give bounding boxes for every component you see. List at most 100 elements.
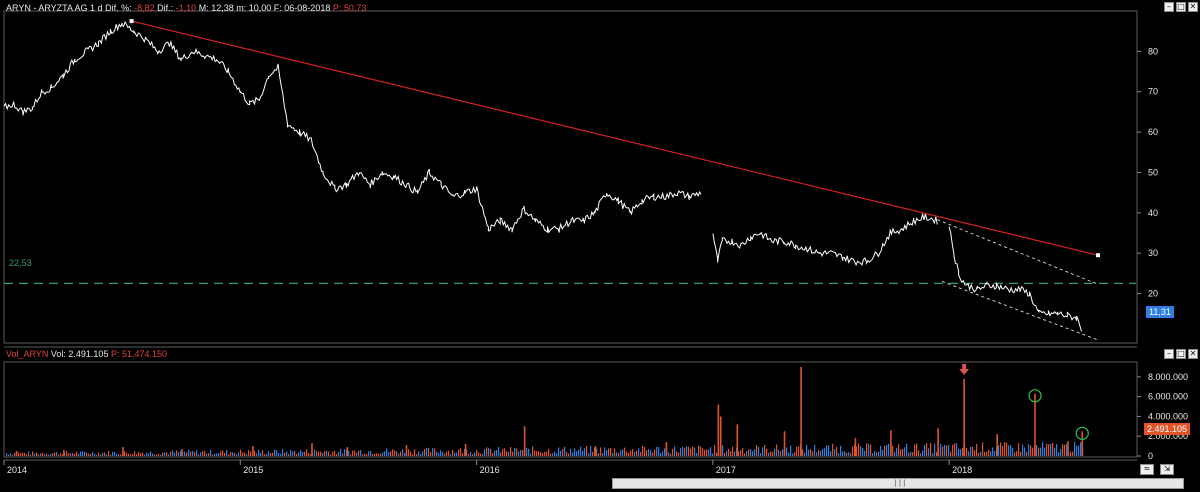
volume-minimize-button[interactable]: –	[1164, 349, 1174, 359]
volume-bar	[56, 452, 58, 456]
price-minimize-button[interactable]: –	[1164, 2, 1174, 12]
volume-bar	[680, 448, 682, 456]
volume-bar	[230, 452, 232, 456]
volume-bar	[576, 451, 578, 456]
channel-upper-line	[937, 219, 1099, 285]
volume-bar	[366, 454, 368, 456]
volume-bar	[356, 452, 358, 456]
volume-bar	[1018, 443, 1020, 456]
volume-bar	[988, 449, 990, 456]
volume-bar	[1078, 445, 1080, 456]
time-scrollbar[interactable]: |||	[612, 478, 1184, 489]
volume-spike-bar	[464, 444, 467, 456]
volume-bar	[940, 443, 942, 456]
volume-bar	[868, 443, 870, 456]
volume-bar	[644, 446, 646, 456]
volume-bar	[1004, 442, 1006, 456]
volume-bar	[926, 443, 928, 456]
support-label: 22,53	[9, 258, 32, 268]
volume-bar	[440, 450, 442, 456]
volume-bar	[58, 454, 60, 456]
volume-bar	[280, 453, 282, 456]
volume-bar	[96, 454, 98, 456]
volume-bar	[450, 454, 452, 456]
volume-bar	[380, 453, 382, 456]
volume-bar	[552, 453, 554, 456]
volume-bar	[350, 454, 352, 456]
volume-bar	[478, 452, 480, 456]
volume-bar	[458, 449, 460, 456]
volume-bar	[128, 453, 130, 456]
volume-bar	[394, 450, 396, 456]
volume-bar	[794, 452, 796, 456]
volume-bar	[588, 453, 590, 456]
volume-bar	[114, 451, 116, 456]
volume-bar	[18, 452, 20, 456]
volume-bar	[250, 451, 252, 456]
volume-bar	[202, 451, 204, 456]
volume-bar	[274, 449, 276, 456]
volume-bar	[786, 447, 788, 456]
volume-bar	[538, 451, 540, 456]
price-maximize-button[interactable]: □	[1176, 2, 1186, 12]
volume-bar	[804, 452, 806, 456]
price-close-button[interactable]: ✕	[1188, 2, 1198, 12]
scrollbar-thumb[interactable]: |||	[893, 479, 907, 487]
volume-bar	[278, 453, 280, 456]
volume-bar	[1054, 447, 1056, 456]
volume-bar	[860, 446, 862, 456]
volume-maximize-button[interactable]: □	[1176, 349, 1186, 359]
volume-bar	[142, 452, 144, 456]
volume-bar	[434, 448, 436, 456]
volume-bar	[188, 449, 190, 456]
volume-bar	[40, 453, 42, 456]
volume-bar	[624, 447, 626, 456]
volume-bar	[296, 454, 298, 456]
volume-bar	[1050, 443, 1052, 456]
volume-bar	[302, 451, 304, 456]
volume-bar	[1074, 441, 1076, 456]
volume-bar	[144, 454, 146, 456]
volume-bar	[990, 451, 992, 456]
volume-bar	[862, 448, 864, 456]
volume-bar	[432, 448, 434, 456]
volume-bar	[214, 453, 216, 456]
volume-bar	[532, 446, 534, 456]
volume-bar	[132, 453, 134, 456]
volume-bar	[876, 452, 878, 456]
volume-close-button[interactable]: ✕	[1188, 349, 1198, 359]
volume-bar	[120, 454, 122, 456]
price-y-tick-label: 30	[1148, 248, 1158, 258]
volume-bar	[916, 443, 918, 456]
volume-bar	[220, 451, 222, 456]
volume-bar	[628, 452, 630, 456]
volume-bar	[484, 449, 486, 456]
volume-bar	[998, 445, 1000, 456]
volume-bar	[322, 453, 324, 456]
volume-bar	[212, 454, 214, 456]
volume-bar	[488, 447, 490, 456]
x-tick-label: 2017	[716, 465, 736, 475]
zoom-fit-icon[interactable]: ⇲	[1160, 464, 1174, 475]
volume-bar	[726, 451, 728, 456]
trendline	[131, 20, 1099, 256]
volume-bar	[702, 448, 704, 456]
volume-bar	[254, 450, 256, 456]
volume-bar	[708, 449, 710, 456]
volume-bar	[710, 447, 712, 456]
volume-bar	[184, 451, 186, 456]
volume-bar	[502, 449, 504, 456]
volume-bar	[706, 449, 708, 456]
volume-bar	[522, 449, 524, 456]
volume-bar	[418, 451, 420, 456]
volume-bar	[904, 447, 906, 456]
zoom-wave-icon[interactable]: ≈	[1140, 464, 1154, 475]
volume-bar	[820, 451, 822, 456]
volume-bar	[854, 444, 856, 456]
volume-bar	[1006, 442, 1008, 456]
volume-bar	[606, 450, 608, 456]
price-y-tick-label: 20	[1148, 289, 1158, 299]
volume-bar	[240, 449, 242, 456]
volume-bar	[962, 447, 964, 456]
volume-bar	[376, 453, 378, 456]
